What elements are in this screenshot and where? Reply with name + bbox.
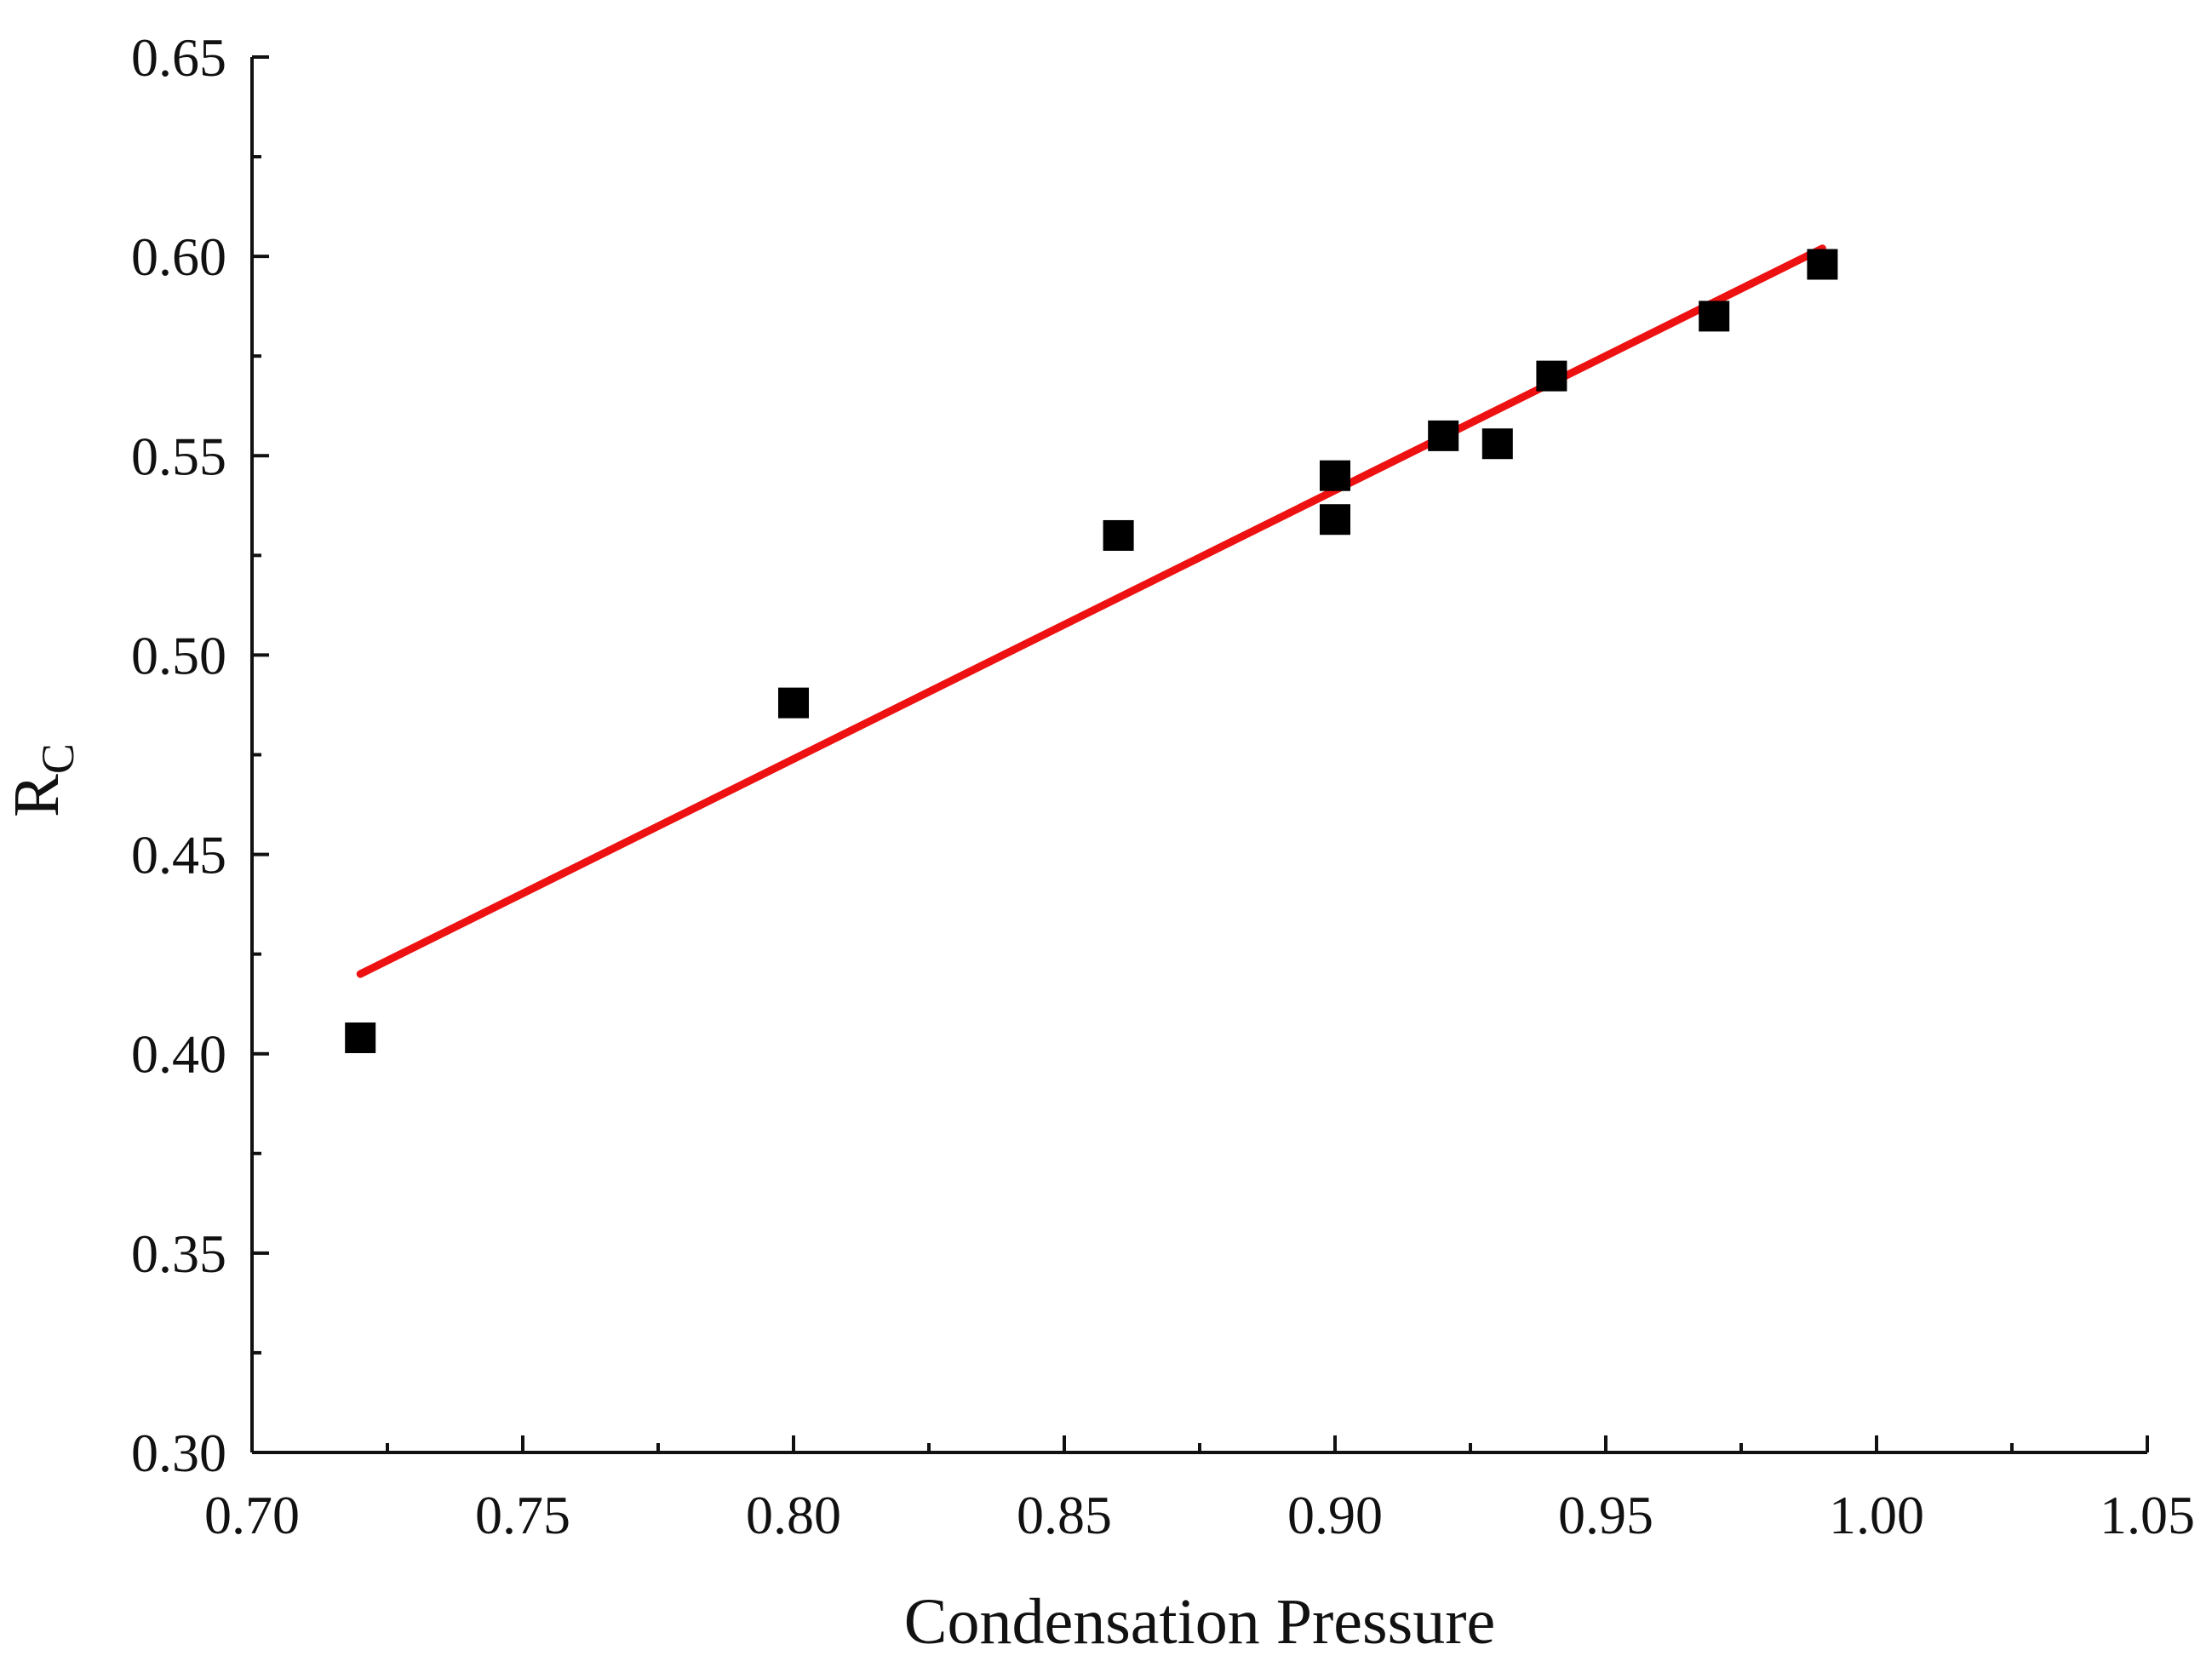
data-point [1807, 249, 1838, 280]
data-point [1320, 460, 1350, 491]
x-tick-label: 0.80 [746, 1485, 841, 1545]
data-point [1699, 301, 1730, 332]
data-points [345, 249, 1838, 1053]
x-tick-label: 0.95 [1558, 1485, 1653, 1545]
data-point [1103, 519, 1134, 551]
x-tick-label: 0.75 [475, 1485, 570, 1545]
y-axis-title-main: R [1, 774, 72, 817]
data-point [1428, 420, 1459, 451]
y-tick-label: 0.50 [131, 625, 226, 685]
axes [250, 57, 2147, 1454]
y-axis-title: RC [1, 743, 83, 817]
data-point [1536, 360, 1567, 392]
y-tick-label: 0.30 [131, 1423, 226, 1483]
x-tick-label: 1.00 [1829, 1485, 1924, 1545]
x-axis-title: Condensation Pressure [904, 1586, 1495, 1658]
y-tick-label: 0.40 [131, 1024, 226, 1085]
fit-line [356, 244, 1826, 978]
x-tick-label: 0.90 [1287, 1485, 1383, 1545]
x-tick-label: 1.05 [2100, 1485, 2195, 1545]
y-tick-label: 0.55 [131, 426, 226, 486]
data-point [1481, 428, 1513, 460]
tick-labels: 0.70 0.75 0.80 0.85 0.90 0.95 1.00 1.05 0.30 0.35… [131, 27, 2195, 1545]
ticks [250, 55, 2149, 1454]
y-tick-label: 0.35 [131, 1223, 226, 1284]
data-point [345, 1022, 376, 1053]
x-tick-label: 0.85 [1017, 1485, 1112, 1545]
y-tick-label: 0.60 [131, 226, 226, 287]
y-axis-title-subscript: C [32, 743, 83, 774]
data-point [1320, 504, 1350, 536]
x-tick-label: 0.70 [204, 1485, 300, 1545]
y-tick-label: 0.65 [131, 27, 226, 88]
data-point [778, 687, 809, 719]
y-tick-label: 0.45 [131, 825, 226, 885]
